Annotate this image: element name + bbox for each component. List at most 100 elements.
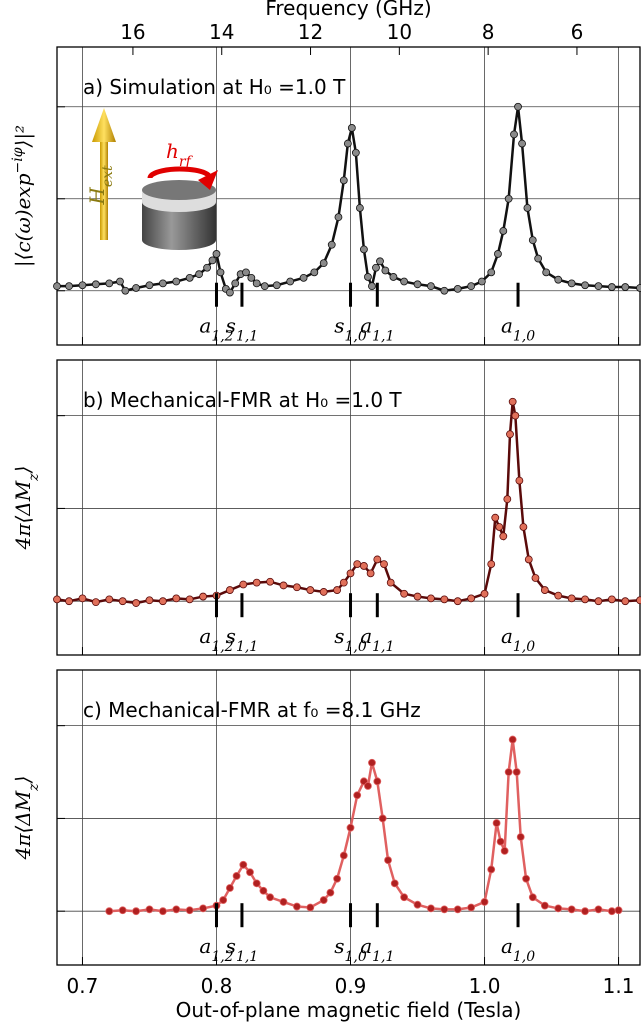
x-tick-label: 0.8 bbox=[201, 974, 233, 998]
rf-arrowhead bbox=[198, 170, 218, 190]
data-point bbox=[413, 280, 422, 289]
data-point bbox=[185, 273, 194, 282]
data-point bbox=[516, 833, 525, 841]
mode-label: s1,1 bbox=[226, 624, 259, 655]
mode-marker bbox=[375, 903, 379, 928]
field-arrow bbox=[100, 140, 108, 240]
data-point bbox=[534, 254, 543, 263]
data-point bbox=[540, 901, 549, 910]
data-point bbox=[339, 851, 348, 860]
mode-label: a1,0 bbox=[501, 314, 535, 345]
mode-marker bbox=[516, 282, 520, 307]
data-point bbox=[376, 257, 384, 266]
data-point bbox=[172, 277, 181, 286]
data-point bbox=[467, 903, 476, 912]
y-axis-label-part: |⟨c(ω)exp bbox=[11, 173, 36, 267]
mode-label-part: 1,2 bbox=[211, 949, 233, 965]
data-point bbox=[247, 273, 256, 282]
data-point bbox=[499, 227, 508, 235]
x2-tick-label: 10 bbox=[387, 20, 412, 44]
data-point bbox=[279, 898, 288, 906]
mode-label-part: a bbox=[199, 934, 211, 958]
mode-label-part: 1,0 bbox=[513, 949, 535, 965]
data-point bbox=[413, 900, 422, 909]
x2-tick-label: 16 bbox=[120, 20, 145, 44]
data-point bbox=[252, 578, 261, 587]
data-point bbox=[216, 268, 225, 277]
data-point bbox=[105, 595, 114, 604]
data-point bbox=[279, 581, 288, 590]
data-point bbox=[496, 837, 505, 846]
data-point bbox=[319, 896, 328, 904]
data-point bbox=[378, 814, 387, 823]
data-point bbox=[504, 768, 513, 776]
rf-label-part: rf bbox=[179, 154, 194, 170]
data-point bbox=[440, 595, 449, 604]
mode-marker bbox=[375, 593, 379, 618]
data-point bbox=[319, 259, 328, 268]
mode-label-part: s bbox=[334, 624, 344, 648]
data-point bbox=[105, 907, 114, 916]
mode-label-part: 1,1 bbox=[372, 639, 394, 655]
data-point bbox=[91, 280, 100, 289]
mode-label: s1,0 bbox=[334, 624, 367, 655]
mode-marker bbox=[214, 282, 218, 307]
mode-label: s1,0 bbox=[334, 314, 367, 345]
data-point bbox=[427, 594, 435, 603]
data-point bbox=[542, 268, 551, 277]
mode-label-part: 1,0 bbox=[345, 329, 367, 345]
x-tick-label: 0.9 bbox=[335, 974, 367, 998]
data-point bbox=[105, 279, 114, 288]
data-point bbox=[65, 597, 73, 606]
data-point bbox=[195, 270, 203, 279]
x2-tick-label: 8 bbox=[482, 20, 495, 44]
mode-marker bbox=[349, 593, 353, 618]
x2-tick-label: 6 bbox=[571, 20, 584, 44]
mode-label-part: s bbox=[226, 624, 236, 648]
data-point bbox=[528, 893, 537, 902]
data-point bbox=[252, 879, 261, 888]
data-point bbox=[554, 591, 563, 600]
data-point bbox=[518, 139, 526, 148]
data-point bbox=[355, 204, 364, 212]
data-point bbox=[231, 279, 240, 288]
data-point bbox=[381, 266, 390, 275]
mode-label: a1,2 bbox=[199, 314, 233, 345]
data-point bbox=[232, 872, 241, 880]
data-point bbox=[145, 596, 154, 605]
data-point bbox=[491, 513, 500, 522]
data-point bbox=[373, 777, 382, 786]
data-point bbox=[514, 102, 522, 111]
data-point bbox=[293, 902, 301, 911]
data-point bbox=[607, 595, 616, 604]
panel-title: c) Mechanical-FMR at f₀ =8.1 GHz bbox=[83, 698, 421, 722]
data-point bbox=[132, 599, 140, 607]
data-point bbox=[203, 263, 212, 272]
data-point bbox=[208, 256, 217, 265]
data-point bbox=[78, 594, 87, 603]
data-point bbox=[333, 586, 342, 594]
data-point bbox=[581, 595, 589, 604]
data-point bbox=[327, 240, 336, 249]
data-point bbox=[272, 281, 281, 290]
data-point bbox=[368, 758, 376, 767]
data-point bbox=[310, 268, 319, 277]
mode-label-part: s bbox=[226, 314, 236, 338]
data-point bbox=[594, 905, 603, 914]
mode-marker bbox=[516, 903, 520, 928]
mode-marker bbox=[240, 282, 244, 307]
data-point bbox=[427, 282, 435, 291]
data-point bbox=[132, 284, 140, 292]
data-point bbox=[372, 263, 380, 272]
data-point bbox=[621, 597, 630, 606]
data-point bbox=[524, 555, 533, 564]
mode-label: a1,1 bbox=[360, 934, 394, 965]
mode-label-part: a bbox=[501, 314, 513, 338]
data-point bbox=[440, 286, 449, 295]
inset-illustration bbox=[92, 108, 218, 250]
data-point bbox=[495, 523, 504, 531]
data-point bbox=[199, 592, 207, 601]
data-point bbox=[467, 282, 476, 291]
data-point bbox=[172, 594, 181, 603]
